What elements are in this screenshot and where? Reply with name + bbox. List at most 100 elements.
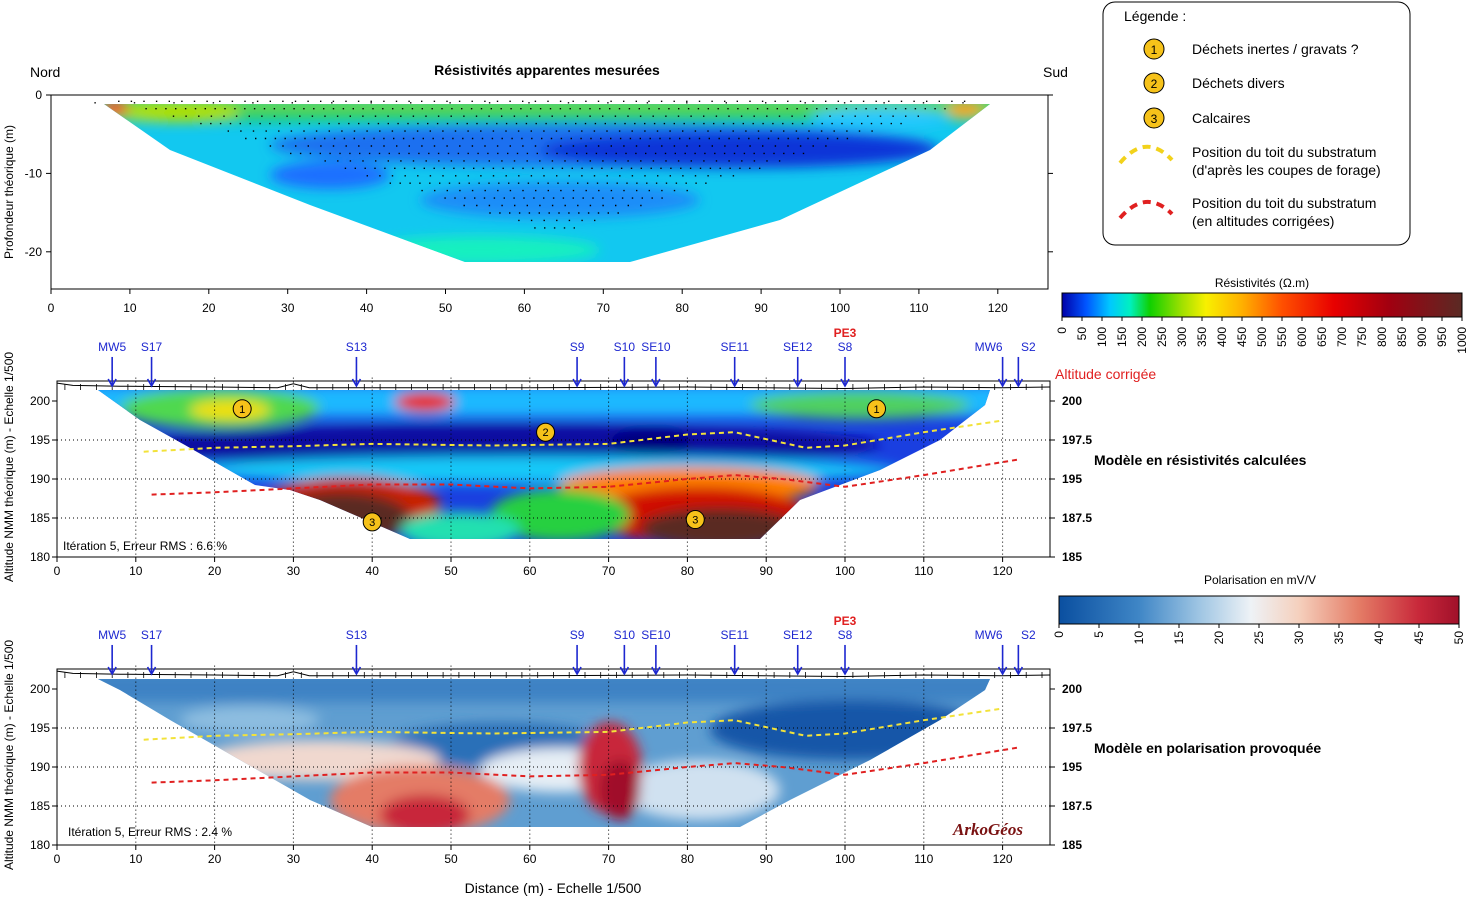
panel3-topography bbox=[56, 670, 1050, 678]
panel2-y-tick-right-label: 195 bbox=[1062, 472, 1082, 486]
panel3-ylabel: Altitude NMM théorique (m) - Echelle 1/5… bbox=[2, 640, 16, 870]
panel1-y-tick-label: -10 bbox=[25, 166, 43, 180]
panel3-electrode-ticks bbox=[64, 672, 1043, 678]
colorbar-res-tick-label: 600 bbox=[1295, 327, 1309, 347]
panel-polarization-model: Altitude NMM théorique (m) - Echelle 1/5… bbox=[2, 614, 1321, 896]
colorbar-polarization: Polarisation en mV/V 0 5 10 15 20 25 30 35 40 45 5… bbox=[1052, 573, 1466, 644]
panel2-yellow-substratum-line bbox=[143, 419, 1003, 453]
panel2-borehole-label: S8 bbox=[838, 340, 853, 354]
panel3-borehole-label: S8 bbox=[838, 628, 853, 642]
legend-item-2-text: Déchets divers bbox=[1192, 75, 1285, 91]
legend-box: Légende : 1 Déchets inertes / gravats ? … bbox=[1102, 1, 1411, 246]
panel2-y-tick-right-label: 185 bbox=[1062, 550, 1082, 564]
panel2-electrode-ticks bbox=[64, 384, 1043, 390]
panel2-iteration: Itération 5, Erreur RMS : 6.6 % bbox=[63, 539, 227, 553]
colorbar-res-tick-label: 350 bbox=[1195, 327, 1209, 347]
panel2-arrowhead-icon bbox=[351, 378, 362, 388]
colorbar-res-tick-label: 700 bbox=[1335, 327, 1349, 347]
panel3-borehole-label: MW6 bbox=[975, 628, 1003, 642]
colorbar-res-tick-label: 0 bbox=[1055, 327, 1069, 334]
arkogeos-logo: ArkoGéos bbox=[952, 820, 1023, 839]
legend-yellow-text2: (d'après les coupes de forage) bbox=[1192, 162, 1381, 178]
panel3-x-tick-label: 30 bbox=[287, 852, 301, 866]
panel2-x-tick-label: 110 bbox=[914, 564, 933, 578]
panel2-borehole-label: SE10 bbox=[641, 340, 671, 354]
panel3-y-tick-label: 180 bbox=[30, 838, 50, 852]
panel2-red-substratum-line bbox=[151, 458, 1019, 496]
panel3-arrowhead-icon bbox=[146, 666, 157, 676]
panel3-topography-line bbox=[56, 670, 1050, 678]
panel1-heatmap bbox=[104, 104, 990, 262]
panel2-pe3-label: PE3 bbox=[834, 326, 857, 340]
panel1-x-tick-label: 90 bbox=[754, 301, 768, 315]
panel3-arrowhead-icon bbox=[729, 666, 740, 676]
numbered-marker-label: 3 bbox=[692, 515, 698, 527]
panel1-x-tick-label: 80 bbox=[676, 301, 690, 315]
panel2-frame bbox=[56, 380, 1051, 558]
marker-1-icon bbox=[1143, 38, 1165, 60]
marker-2-icon bbox=[1143, 72, 1165, 94]
panel3-borehole-label: SE11 bbox=[720, 628, 749, 642]
colorbar-pol-tick-label: 10 bbox=[1132, 631, 1146, 645]
legend-marker-2-label: 2 bbox=[1151, 77, 1158, 91]
panel3-x-tick-label: 40 bbox=[366, 852, 380, 866]
panel3-axes: 0 10 20 30 40 50 60 70 80 90 100 110 120 200 200 195 197… bbox=[30, 682, 1092, 866]
panel3-y-tick-label: 195 bbox=[30, 721, 50, 735]
legend-item-1-text: Déchets inertes / gravats ? bbox=[1192, 41, 1359, 57]
panel1-x-tick-label: 110 bbox=[909, 301, 928, 315]
panel2-borehole-label: SE12 bbox=[783, 340, 813, 354]
panel2-y-tick-label: 190 bbox=[30, 472, 50, 486]
panel2-axes: 0 10 20 30 40 50 60 70 80 90 100 110 120 200 200 195 197… bbox=[30, 394, 1092, 578]
panel3-x-tick-label: 80 bbox=[681, 852, 695, 866]
panel1-x-tick-label: 120 bbox=[988, 301, 1008, 315]
panel1-y-ticks: 0 -10 -20 bbox=[25, 88, 1053, 259]
panel1-x-tick-label: 60 bbox=[518, 301, 532, 315]
colorbar-res-tick-label: 150 bbox=[1115, 327, 1129, 347]
panel2-y-tick-label: 195 bbox=[30, 433, 50, 447]
altitude-corrected-label: Altitude corrigée bbox=[1055, 366, 1156, 382]
panel3-y-tick-label: 185 bbox=[30, 799, 50, 813]
panel3-borehole-label: S2 bbox=[1021, 628, 1036, 642]
colorbar-pol-tick-label: 5 bbox=[1092, 631, 1106, 638]
panel3-arrowhead-icon bbox=[997, 666, 1008, 676]
panel2-x-tick-label: 90 bbox=[760, 564, 774, 578]
colorbar-pol-tick-label: 45 bbox=[1412, 631, 1426, 645]
colorbar-res-tick-label: 100 bbox=[1095, 327, 1109, 347]
colorbar-pol-tick-label: 30 bbox=[1292, 631, 1306, 645]
numbered-marker-icon bbox=[867, 399, 887, 419]
colorbar-res-title: Résistivités (Ω.m) bbox=[1215, 276, 1309, 290]
panel3-y-tick-right-label: 200 bbox=[1062, 682, 1082, 696]
colorbar-res-tick-label: 200 bbox=[1135, 327, 1149, 347]
panel2-borehole-label: S2 bbox=[1021, 340, 1036, 354]
legend-red-line: Position du toit du substratum (en altit… bbox=[1118, 195, 1376, 229]
numbered-marker-label: 3 bbox=[369, 517, 375, 529]
panel2-arrowhead-icon bbox=[1013, 378, 1024, 388]
legend-item-3-text: Calcaires bbox=[1192, 110, 1250, 126]
panel2-model-title: Modèle en résistivités calculées bbox=[1094, 452, 1307, 468]
colorbar-res-tick-label: 900 bbox=[1415, 327, 1429, 347]
panel3-borehole-label: MW5 bbox=[98, 628, 126, 642]
panel3-x-tick-label: 20 bbox=[208, 852, 222, 866]
panel2-borehole-label: MW5 bbox=[98, 340, 126, 354]
panel1-x-tick-label: 10 bbox=[123, 301, 137, 315]
panel2-arrowhead-icon bbox=[619, 378, 630, 388]
panel3-iteration: Itération 5, Erreur RMS : 2.4 % bbox=[68, 825, 232, 839]
colorbar-res-bar bbox=[1061, 292, 1463, 318]
panel3-arrowhead-icon bbox=[619, 666, 630, 676]
legend-marker-1-label: 1 bbox=[1151, 43, 1158, 57]
colorbar-res-tick-label: 300 bbox=[1175, 327, 1189, 347]
panel3-heatmap bbox=[98, 679, 990, 827]
colorbar-res-tick-label: 750 bbox=[1355, 327, 1369, 347]
red-dashed-line-icon bbox=[1118, 199, 1174, 220]
panel2-y-tick-label: 180 bbox=[30, 550, 50, 564]
marker-3-icon bbox=[1143, 107, 1165, 129]
legend-red-text2: (en altitudes corrigées) bbox=[1192, 213, 1334, 229]
panel3-x-tick-label: 0 bbox=[54, 852, 61, 866]
panel3-grid bbox=[57, 665, 1050, 845]
panel3-y-tick-label: 200 bbox=[30, 682, 50, 696]
colorbar-pol-ticks: 0 5 10 15 20 25 30 35 40 45 50 bbox=[1052, 624, 1466, 644]
panel2-topography-line bbox=[56, 382, 1050, 390]
panel3-y-tick-right-label: 185 bbox=[1062, 838, 1082, 852]
panel3-x-tick-label: 110 bbox=[914, 852, 933, 866]
panel2-ylabel: Altitude NMM théorique (m) - Echelle 1/5… bbox=[2, 352, 16, 582]
